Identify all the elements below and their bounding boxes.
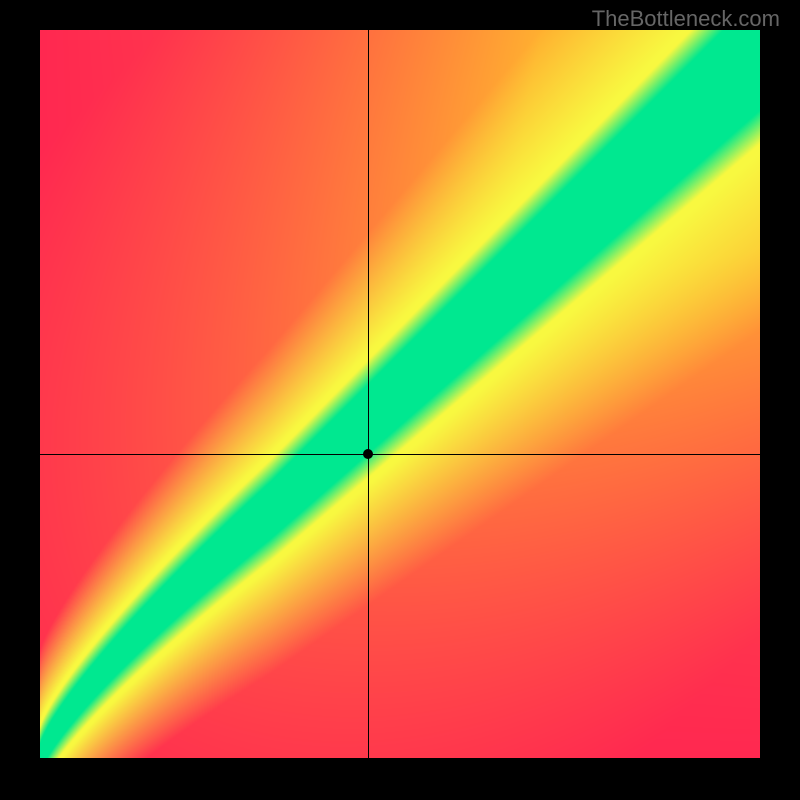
crosshair-marker	[363, 449, 373, 459]
crosshair-vertical	[368, 30, 369, 758]
crosshair-horizontal	[40, 454, 760, 455]
watermark-text: TheBottleneck.com	[592, 6, 780, 32]
plot-area	[40, 30, 760, 758]
heatmap-canvas	[40, 30, 760, 758]
chart-container: TheBottleneck.com	[0, 0, 800, 800]
